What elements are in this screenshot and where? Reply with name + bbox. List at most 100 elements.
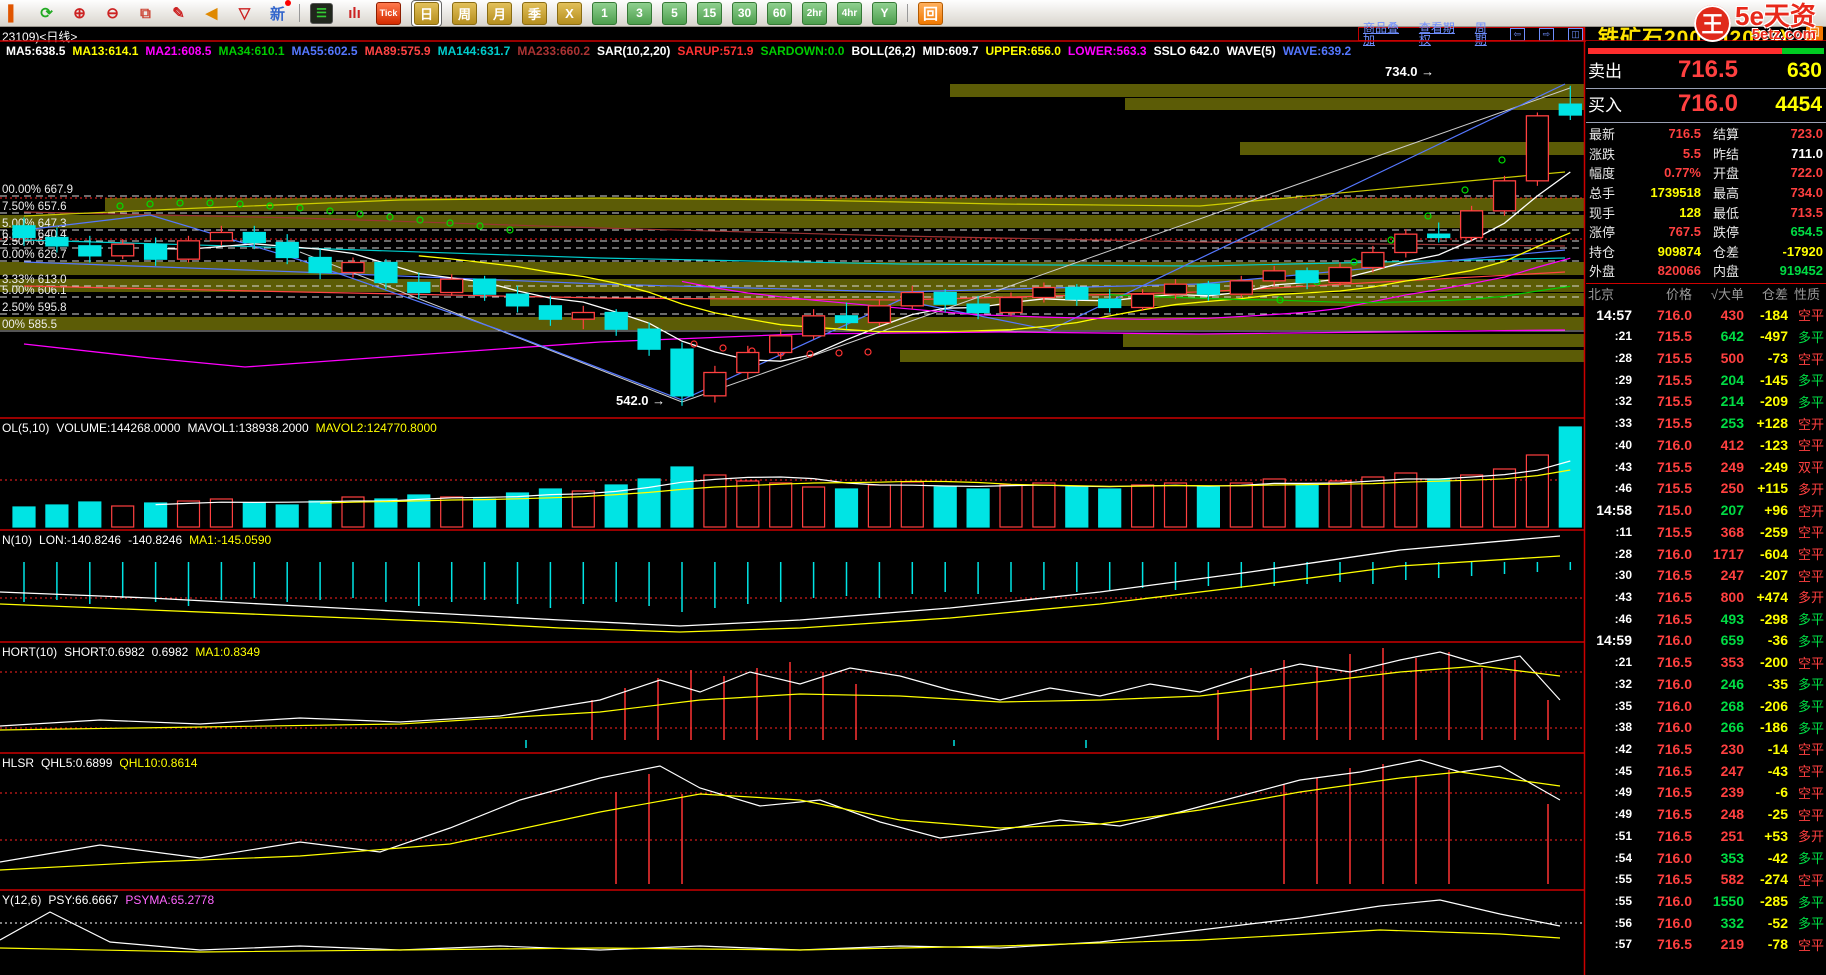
tick-row: :32 715.5 214 -209 多平 <box>1614 393 1824 410</box>
tick-row: :28 716.0 1717 -604 空平 <box>1614 545 1824 563</box>
main-toolbar: ▌ ⟳ ⊕ ⊖ ⧉ ✎ ◀ ▽ 新 ☰ ılı Tick 日周月季 X 1 3 5 15 30 60 2hr 4hr Y 回 <box>0 0 1826 27</box>
indicator-value: PSYMA:65.2778 <box>125 893 215 907</box>
period-quarter-button[interactable]: 季 <box>522 1 547 25</box>
period-day-button[interactable]: 日 <box>414 1 439 25</box>
indicator-value: MA1:0.8349 <box>195 645 261 659</box>
tick-row: :21 716.5 353 -200 空平 <box>1614 654 1824 671</box>
indicator-value: VOLUME:144268.0000 <box>56 421 181 435</box>
lon-panel-series <box>0 535 1572 633</box>
svg-text:7.50% 657.6: 7.50% 657.6 <box>2 201 67 213</box>
indicator-value: SARDOWN:0.0 <box>760 44 845 58</box>
price-bands <box>0 84 1584 362</box>
period-60min-button[interactable]: 60 <box>767 1 792 25</box>
bid-price: 716.0 <box>1677 90 1738 117</box>
quote-stat-row: 现手 128 最低 713.5 <box>1589 204 1823 221</box>
new-icon[interactable]: 新 <box>266 0 291 24</box>
tick-row: :29 715.5 204 -145 多平 <box>1614 371 1824 389</box>
indicator-value: LON:-140.8246 <box>39 533 122 547</box>
indicator-value: PSY:66.6667 <box>48 893 119 907</box>
title-strip <box>0 27 1826 41</box>
tick-row: :32 716.0 246 -35 多平 <box>1614 675 1824 693</box>
commodity-overlay-link[interactable]: 商品叠加 <box>1363 21 1400 47</box>
period-4hr-button[interactable]: 4hr <box>837 1 862 25</box>
indicator-value: Y(12,6) <box>2 893 42 907</box>
indicator-value: SSLO 642.0 <box>1153 44 1220 58</box>
period-5min-button[interactable]: 5 <box>662 1 687 25</box>
5etz-logo-name: 5e天资 <box>1735 1 1816 31</box>
indicator-value: QHL10:0.8614 <box>119 756 198 770</box>
view-options-link[interactable]: 查看期权 <box>1418 21 1455 47</box>
selected-period-highlight: 日 <box>411 0 442 27</box>
period-week-button[interactable]: 周 <box>452 1 477 25</box>
svg-text:734.0 →: 734.0 → <box>1385 64 1434 79</box>
candles <box>12 85 1582 406</box>
tick-row: :51 716.5 251 +53 多开 <box>1614 827 1824 845</box>
filter-icon[interactable]: ▽ <box>238 5 251 22</box>
tick-row: :43 715.5 249 -249 双平 <box>1614 458 1824 476</box>
indicator-value: MA55:602.5 <box>291 44 358 58</box>
tick-table[interactable]: 14:57 716.0 430 -184 空平:21 715.5 642 -497 多平:28 7… <box>1586 304 1826 956</box>
divider <box>1586 88 1826 89</box>
period-2hr-button[interactable]: 2hr <box>802 1 827 25</box>
tick-row: :54 716.0 353 -42 多平 <box>1614 849 1824 867</box>
tick-chart-button[interactable]: Tick <box>376 1 401 25</box>
indicator-value: MA1:-145.0590 <box>189 533 272 547</box>
tick-table-header: 北京 价格 √大单 仓差 性质 <box>1586 284 1826 304</box>
quote-table-icon[interactable]: ☰ <box>310 2 333 24</box>
period-link[interactable]: 周期 <box>1474 21 1487 47</box>
tick-header-col: 北京 <box>1588 287 1615 303</box>
next-contract-icon[interactable]: ⇨ <box>1538 27 1554 41</box>
period-15min-button[interactable]: 15 <box>697 1 722 25</box>
period-year-button[interactable]: Y <box>872 1 897 25</box>
period-x-button[interactable]: X <box>557 1 582 25</box>
split-view-icon[interactable]: ◫ <box>1567 27 1584 41</box>
tick-row: :35 716.0 268 -206 多平 <box>1614 697 1824 715</box>
kline-chart-icon[interactable]: ılı <box>348 4 361 22</box>
zoom-in-icon[interactable]: ⊕ <box>73 5 86 22</box>
ma-indicator-labels: MA5:638.5 MA13:614.1 MA21:608.5 MA34:610.1 M… <box>6 44 1358 58</box>
indicator-value: MA233:660.2 <box>517 44 591 58</box>
indicator-value: MA34:610.1 <box>218 44 285 58</box>
indicator-value: UPPER:656.0 <box>985 44 1061 58</box>
indicator-value: MA5:638.5 <box>6 44 66 58</box>
indicator-value: 0.6982 <box>151 645 189 659</box>
grid-layout-icon[interactable]: 回 <box>918 1 943 25</box>
period-month-button[interactable]: 月 <box>487 1 512 25</box>
divider <box>1586 282 1826 284</box>
tick-row: :30 716.5 247 -207 空平 <box>1614 567 1824 584</box>
header-links: 商品叠加 查看期权 周期 ⇦ ⇨ ◫ <box>1358 22 1584 46</box>
quote-stat-row: 幅度 0.77% 开盘 722.0 <box>1589 165 1823 182</box>
alert-icon[interactable]: ◀ <box>205 5 218 22</box>
tick-row: :42 716.5 230 -14 空平 <box>1614 740 1824 758</box>
corner-grid-icon[interactable]: 回 <box>1806 26 1823 41</box>
tick-row: :55 716.5 582 -274 空平 <box>1614 871 1824 888</box>
indicator-value: OL(5,10) <box>2 421 50 435</box>
main-overlay-lines <box>23 83 1571 403</box>
indicator-value: QHL5:0.6899 <box>41 756 113 770</box>
indicator-value: HORT(10) <box>2 645 58 659</box>
period-1min-button[interactable]: 1 <box>592 1 617 25</box>
tick-header-col: 仓差 <box>1761 287 1788 303</box>
layers-icon[interactable]: ⧉ <box>140 4 151 22</box>
refresh-icon[interactable]: ⟳ <box>40 5 53 22</box>
quote-stat-row: 最新 716.5 结算 723.0 <box>1589 126 1823 143</box>
bid-row[interactable]: 买入 716.0 4454 <box>1586 90 1826 121</box>
svg-text:2.50% 595.8: 2.50% 595.8 <box>2 302 67 314</box>
tick-header-col: 价格 <box>1665 287 1692 303</box>
clipped-icon[interactable]: ▌ <box>8 4 19 22</box>
period-3min-button[interactable]: 3 <box>627 1 652 25</box>
draw-icon[interactable]: ✎ <box>172 5 185 22</box>
tick-row: 14:58 715.0 207 +96 空开 <box>1596 502 1824 519</box>
indicator-value: SHORT:0.6982 <box>64 645 145 659</box>
zoom-out-icon[interactable]: ⊖ <box>106 5 119 22</box>
indicator-value: MA21:608.5 <box>145 44 212 58</box>
ask-qty: 630 <box>1786 59 1822 82</box>
tick-row: 14:57 716.0 430 -184 空平 <box>1596 306 1824 324</box>
psy-indicator-labels: Y(12,6) PSY:66.6667 PSYMA:65.2778 <box>2 893 221 907</box>
period-30min-button[interactable]: 30 <box>732 1 757 25</box>
prev-contract-icon[interactable]: ⇦ <box>1509 27 1525 41</box>
panel-dividers <box>0 27 1826 975</box>
ask-row[interactable]: 卖出 716.5 630 <box>1586 56 1826 87</box>
